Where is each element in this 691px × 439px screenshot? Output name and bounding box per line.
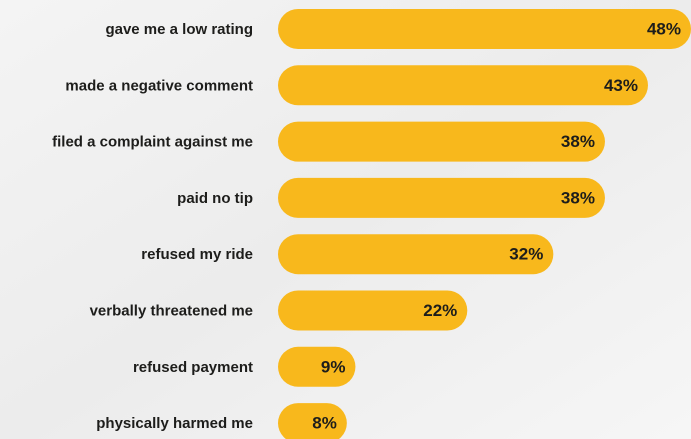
category-label: verbally threatened me: [90, 302, 253, 319]
category-label: gave me a low rating: [105, 21, 253, 38]
value-label: 48%: [647, 19, 681, 38]
bar: [278, 234, 554, 275]
bar: [278, 177, 605, 218]
bar: [278, 403, 347, 439]
category-label: physically harmed me: [96, 415, 253, 432]
value-label: 38%: [561, 132, 595, 151]
value-label: 43%: [604, 76, 638, 95]
value-label: 8%: [312, 414, 337, 433]
value-label: 9%: [321, 357, 346, 376]
value-label: 38%: [561, 188, 595, 207]
value-label: 22%: [423, 301, 457, 320]
bar: [278, 346, 356, 387]
bar: [278, 65, 648, 106]
category-label: filed a complaint against me: [52, 134, 253, 151]
value-label: 32%: [509, 245, 543, 264]
category-label: refused payment: [133, 359, 253, 376]
category-label: paid no tip: [177, 190, 253, 207]
bar: [278, 290, 468, 331]
bar: [278, 9, 691, 49]
bar: [278, 121, 605, 162]
category-label: made a negative comment: [65, 77, 253, 94]
category-label: refused my ride: [141, 246, 253, 263]
